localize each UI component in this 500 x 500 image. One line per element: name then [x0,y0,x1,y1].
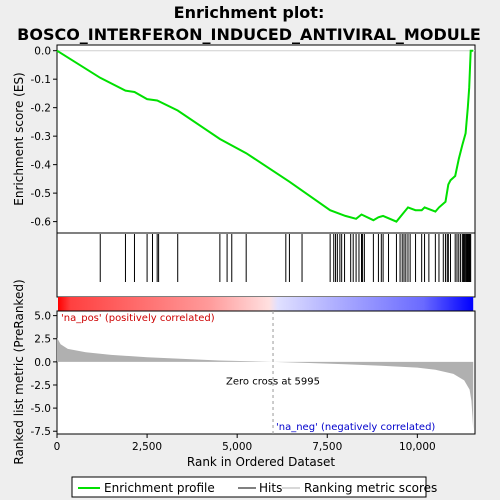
es-y-tick-label: -0.3 [31,131,52,143]
metric-y-tick-label: 0.0 [34,357,51,369]
metric-y-tick-label: 5.0 [34,311,51,323]
chart-title-line2: BOSCO_INTERFERON_INDUCED_ANTIVIRAL_MODUL… [17,25,481,44]
metric-y-tick-label: -5.0 [31,403,52,415]
enrichment-profile-line [56,49,474,223]
es-y-axis-label: Enrichment score (ES) [12,72,26,205]
metric-panel [56,310,476,435]
x-axis: 0 2,500 5,000 7,500 10,000 [54,434,436,453]
x-tick-label: 10,000 [399,441,436,453]
es-y-tick-label: 0.0 [34,46,51,58]
legend-metric-label: Ranking metric scores [304,481,437,495]
zero-cross-annotation: Zero cross at 5995 [226,376,320,387]
es-y-tick-label: -0.2 [31,103,52,115]
x-tick-label: 0 [54,441,61,453]
legend-hits-label: Hits [259,481,282,495]
x-tick-label: 5,000 [222,441,252,453]
x-tick-label: 2,500 [132,441,162,453]
metric-y-axis: 5.0 2.5 0.0 -2.5 -5.0 -7.5 [31,311,57,438]
neg-annotation: 'na_neg' (negatively correlated) [276,422,435,433]
metric-y-tick-label: 2.5 [34,334,51,346]
x-tick-label: 7,500 [312,441,342,453]
x-axis-label: Rank in Ordered Dataset [187,455,335,469]
chart-title-line1: Enrichment plot: [174,3,325,22]
es-y-tick-label: -0.1 [31,74,52,86]
metric-y-axis-label: Ranked list metric (PreRanked) [12,279,26,464]
legend-es-label: Enrichment profile [104,481,215,495]
hits-panel [56,232,476,298]
pos-annotation: 'na_pos' (positively correlated) [61,313,215,324]
hits-markers [99,234,472,282]
metric-y-tick-label: -7.5 [31,426,52,438]
legend: Enrichment profile Hits Ranking metric s… [71,476,437,498]
ranking-metric-area [57,337,474,430]
metric-y-tick-label: -2.5 [31,380,52,392]
rank-color-bar [58,297,474,311]
color-bar-gradient [58,297,474,311]
es-y-axis: 0.0 -0.1 -0.2 -0.3 -0.4 -0.5 -0.6 [31,46,57,229]
es-y-tick-label: -0.5 [31,188,52,200]
es-panel [56,44,476,234]
es-y-tick-label: -0.4 [31,160,52,172]
es-y-tick-label: -0.6 [31,217,52,229]
